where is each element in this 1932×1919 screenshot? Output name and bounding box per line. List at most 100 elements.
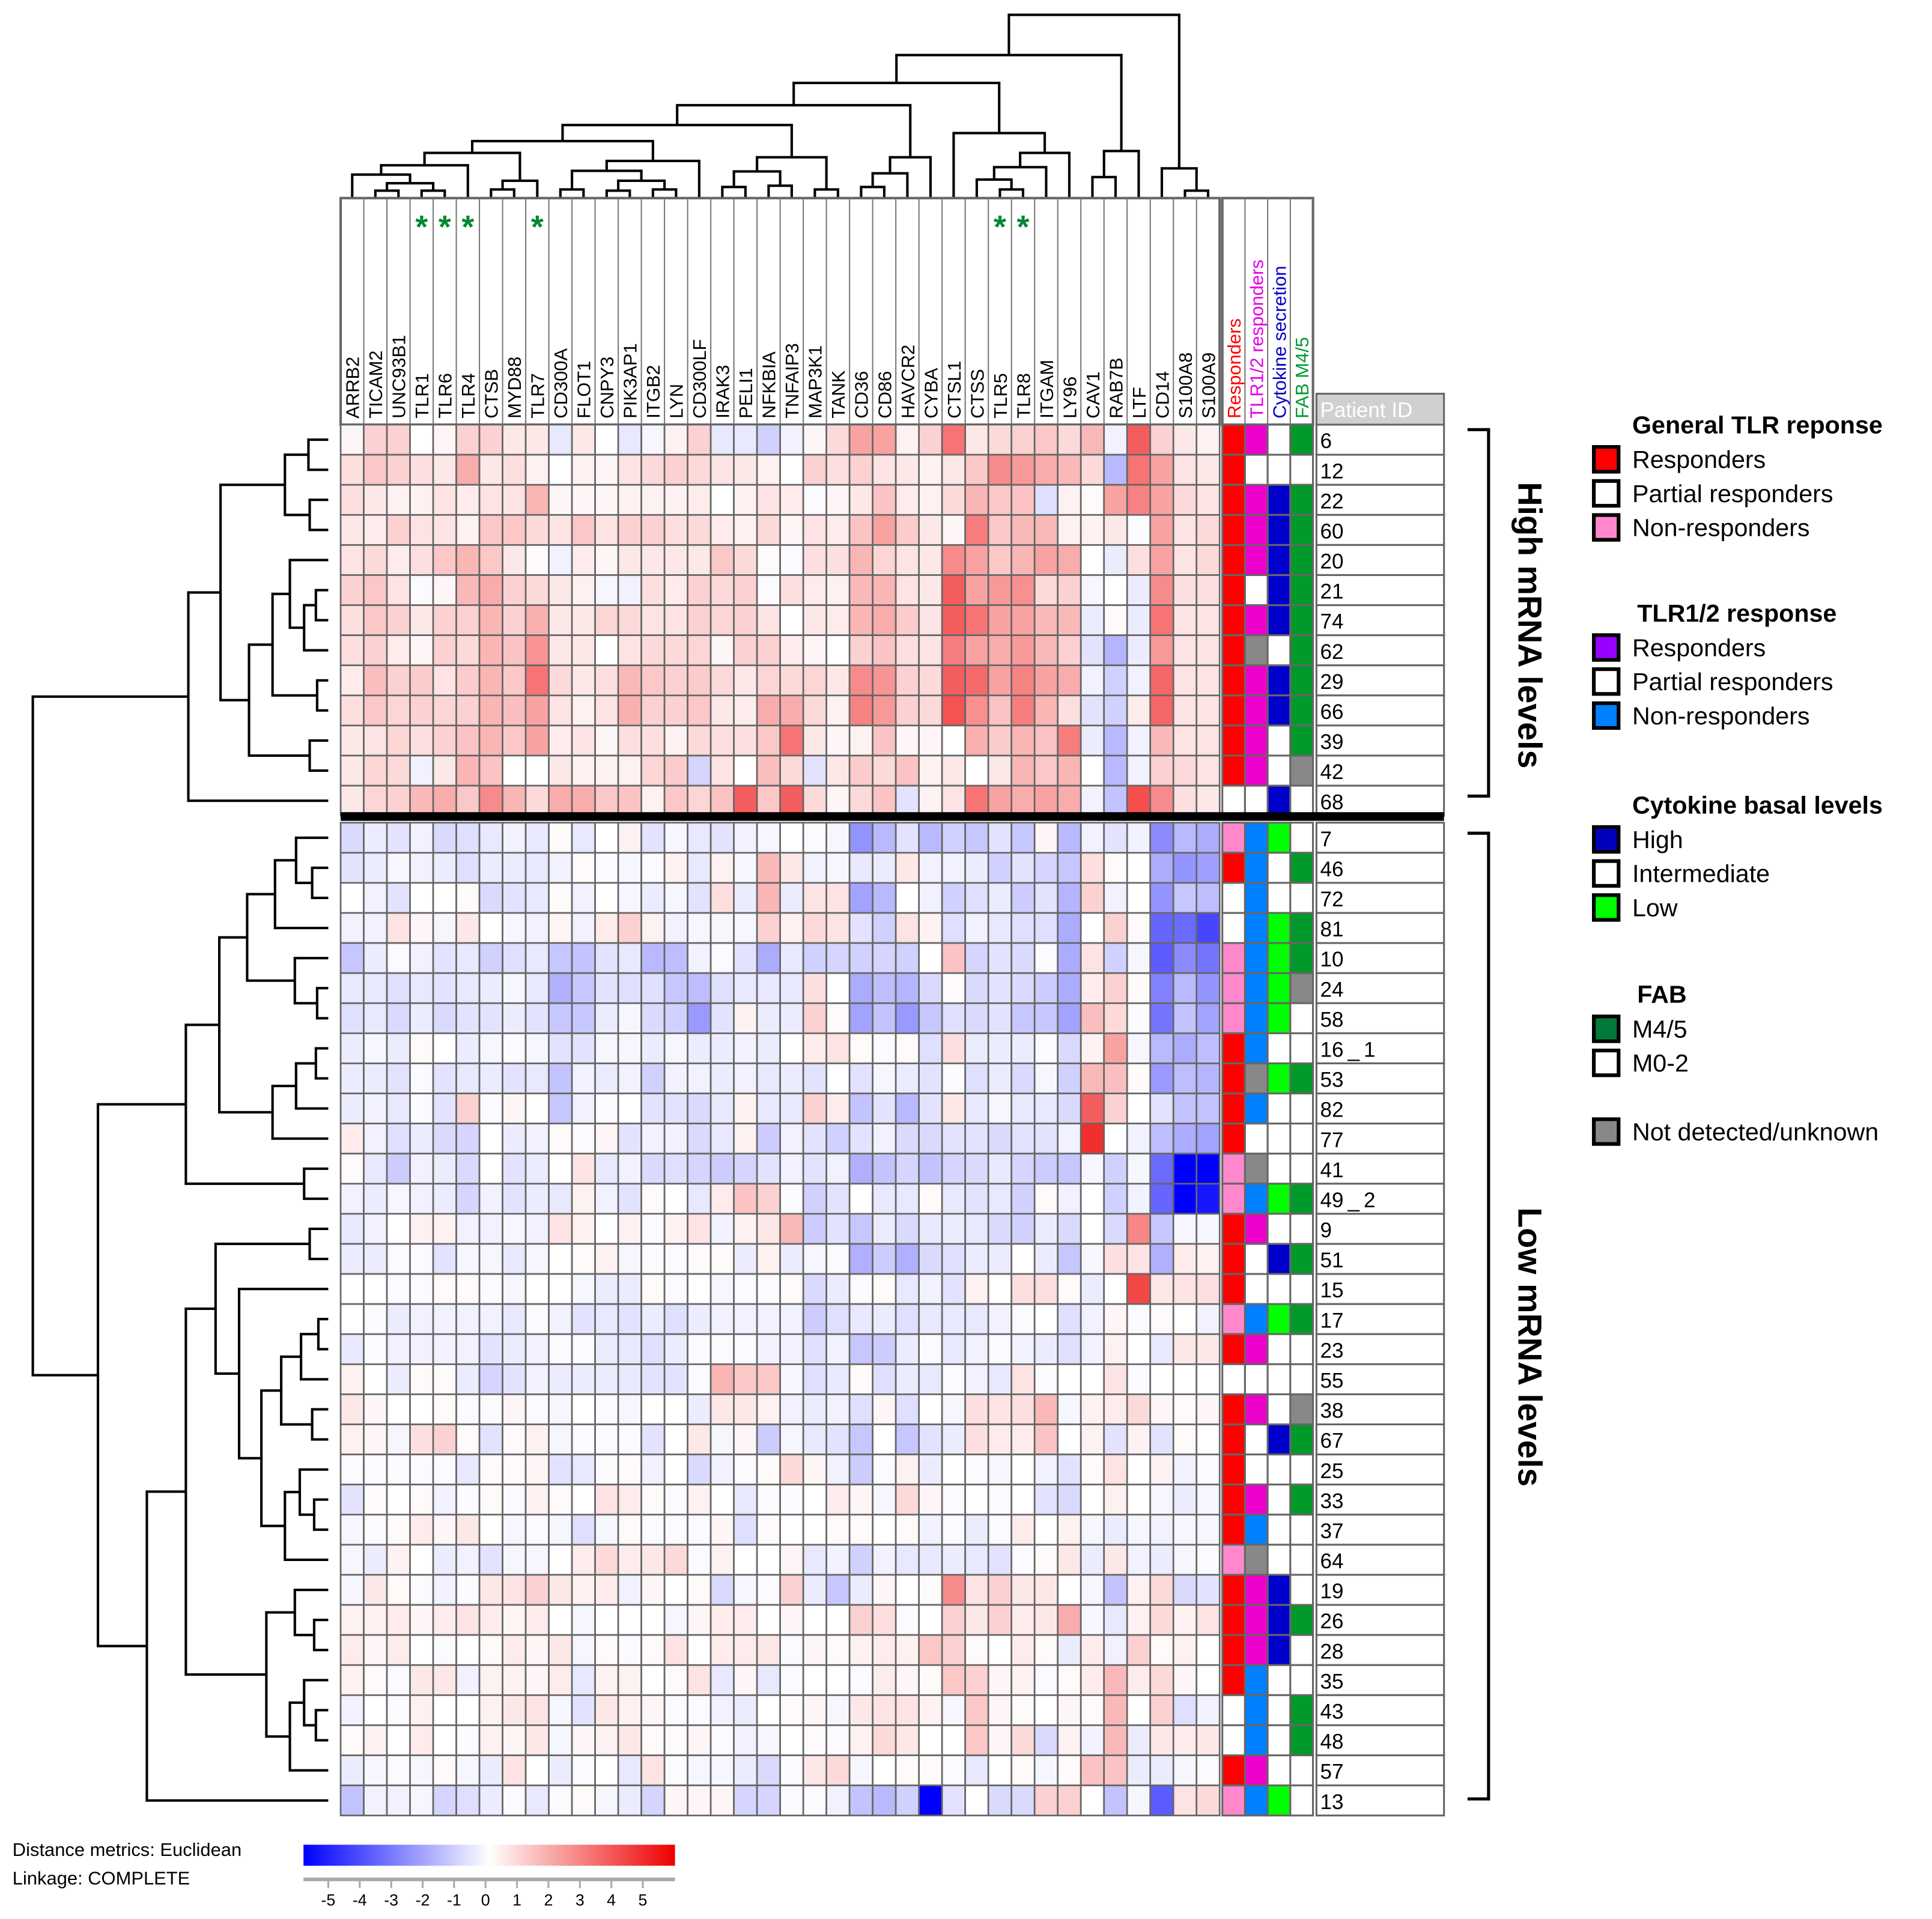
heatmap-cell bbox=[524, 1123, 550, 1155]
heatmap-cell bbox=[455, 1273, 481, 1305]
heatmap-cell bbox=[987, 1213, 1013, 1245]
legend-title: FAB bbox=[1637, 981, 1686, 1008]
annotation-cell-cytokine bbox=[1266, 822, 1292, 854]
heatmap-cell bbox=[409, 1454, 434, 1486]
heatmap-cell bbox=[1033, 754, 1059, 787]
heatmap-cell bbox=[964, 664, 989, 697]
heatmap-cell bbox=[594, 912, 619, 944]
heatmap-cell bbox=[756, 1754, 781, 1786]
annotation-cell-tlr12 bbox=[1244, 1123, 1269, 1155]
heatmap-cell bbox=[1033, 1423, 1059, 1455]
heatmap-cell bbox=[1010, 754, 1036, 787]
gene-label-itgb2: ITGB2 bbox=[643, 365, 664, 418]
heatmap-cell bbox=[779, 1243, 804, 1275]
heatmap-cell bbox=[1103, 852, 1128, 884]
heatmap-cell bbox=[432, 1574, 457, 1606]
patient-id-cell bbox=[1315, 784, 1445, 817]
heatmap-cell bbox=[1126, 453, 1152, 486]
heatmap-cell bbox=[825, 852, 851, 884]
heatmap-cell bbox=[895, 1514, 920, 1546]
heatmap-cell bbox=[1103, 1032, 1128, 1064]
annotation-cell-cytokine bbox=[1266, 1664, 1292, 1696]
gene-label-cav1: CAV1 bbox=[1083, 371, 1104, 418]
heatmap-cell bbox=[733, 972, 758, 1004]
heatmap-cell bbox=[848, 1123, 874, 1155]
dendrogram-branch bbox=[294, 1062, 329, 1110]
heatmap-cell bbox=[432, 544, 457, 576]
heatmap-cell bbox=[825, 514, 851, 546]
heatmap-cell bbox=[386, 1032, 411, 1064]
heatmap-cell bbox=[779, 942, 804, 974]
annotation-cell-responders bbox=[1221, 1303, 1246, 1335]
heatmap-cell bbox=[524, 1423, 550, 1455]
heatmap-cell bbox=[594, 1333, 619, 1365]
heatmap-cell bbox=[1195, 1604, 1221, 1636]
heatmap-cell bbox=[733, 1183, 758, 1215]
heatmap-cell bbox=[848, 784, 874, 817]
heatmap-cell bbox=[1103, 912, 1128, 944]
heatmap-cell bbox=[756, 1784, 781, 1817]
heatmap-cell bbox=[432, 484, 457, 516]
heatmap-cell bbox=[617, 574, 642, 606]
heatmap-cell bbox=[617, 1183, 642, 1215]
heatmap-cell bbox=[1103, 1303, 1128, 1335]
heatmap-cell bbox=[524, 1574, 550, 1606]
patient-id-cell bbox=[1315, 1544, 1445, 1576]
heatmap-cell bbox=[663, 972, 688, 1004]
heatmap-cell bbox=[1057, 852, 1082, 884]
annotation-cell-fab bbox=[1289, 972, 1314, 1004]
heatmap-cell bbox=[779, 1544, 804, 1576]
heatmap-cell bbox=[594, 754, 619, 787]
heatmap-cell bbox=[617, 972, 642, 1004]
heatmap-cell bbox=[779, 1454, 804, 1486]
heatmap-cell bbox=[895, 544, 920, 576]
heatmap-cell bbox=[987, 852, 1013, 884]
heatmap-cell bbox=[779, 1724, 804, 1756]
heatmap-cell bbox=[432, 1123, 457, 1155]
heatmap-cell bbox=[987, 1514, 1013, 1546]
dendrogram-branch bbox=[1102, 150, 1140, 198]
heatmap-cell bbox=[571, 1664, 596, 1696]
gene-label-s100a9: S100A9 bbox=[1198, 353, 1219, 419]
heatmap-cell bbox=[594, 882, 619, 914]
heatmap-cell bbox=[825, 574, 851, 606]
heatmap-cell bbox=[1080, 484, 1105, 516]
heatmap-cell bbox=[432, 1454, 457, 1486]
heatmap-cell bbox=[1195, 1544, 1221, 1576]
heatmap-cell bbox=[1033, 1664, 1059, 1696]
heatmap-cell bbox=[964, 1514, 989, 1546]
heatmap-cell bbox=[617, 1123, 642, 1155]
heatmap-cell bbox=[825, 754, 851, 787]
dendrogram-branch bbox=[559, 188, 585, 198]
heatmap-cell bbox=[1010, 634, 1036, 667]
dendrogram-branch bbox=[184, 1307, 267, 1676]
heatmap-cell bbox=[571, 1784, 596, 1817]
heatmap-cell bbox=[409, 1423, 434, 1455]
dendrogram-branch bbox=[214, 1242, 310, 1375]
heatmap-cell bbox=[548, 912, 573, 944]
significance-star-icon: * bbox=[994, 209, 1006, 245]
heatmap-cell bbox=[964, 822, 989, 854]
heatmap-cell bbox=[941, 1303, 967, 1335]
heatmap-cell bbox=[663, 634, 688, 667]
heatmap-cell bbox=[1126, 664, 1152, 697]
annotation-label-responders: Responders bbox=[1224, 318, 1245, 419]
heatmap-cell bbox=[848, 634, 874, 667]
heatmap-cell bbox=[1126, 972, 1152, 1004]
annotation-cell-cytokine bbox=[1266, 484, 1292, 516]
heatmap-cell bbox=[432, 1153, 457, 1185]
annotation-cell-tlr12 bbox=[1244, 754, 1269, 787]
annotation-cell-cytokine bbox=[1266, 1333, 1292, 1365]
heatmap-cell bbox=[848, 664, 874, 697]
heatmap-cell bbox=[571, 852, 596, 884]
annotation-cell-tlr12 bbox=[1244, 1784, 1269, 1817]
heatmap-cell bbox=[386, 1363, 411, 1395]
heatmap-cell bbox=[571, 724, 596, 757]
heatmap-cell bbox=[987, 1183, 1013, 1215]
heatmap-cell bbox=[640, 1634, 666, 1666]
heatmap-cell bbox=[848, 852, 874, 884]
heatmap-cell bbox=[756, 1213, 781, 1245]
heatmap-cell bbox=[339, 1574, 365, 1606]
heatmap-cell bbox=[848, 1514, 874, 1546]
heatmap-cell bbox=[756, 1333, 781, 1365]
